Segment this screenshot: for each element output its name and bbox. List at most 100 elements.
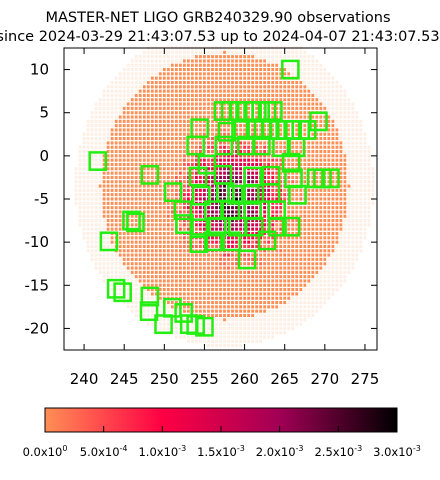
heatmap-cell [343,171,347,175]
heatmap-cell [331,106,335,110]
heatmap-cell [154,275,158,279]
heatmap-cell [154,296,158,300]
heatmap-cell [102,244,106,248]
heatmap-cell [271,227,275,231]
heatmap-cell [267,326,270,330]
heatmap-cell [351,244,355,248]
heatmap-cell [323,93,327,97]
heatmap-cell [327,266,331,270]
heatmap-cell [275,167,279,171]
heatmap-cell [311,132,315,136]
heatmap-cell [211,236,214,240]
heatmap-cell [287,309,291,313]
heatmap-cell [126,89,130,93]
heatmap-cell [263,162,266,166]
heatmap-cell [235,210,238,214]
heatmap-cell [162,158,166,162]
heatmap-cell [283,102,287,106]
heatmap-cell [239,275,242,279]
heatmap-cell [235,262,238,266]
heatmap-cell [263,158,266,162]
heatmap-cell [363,188,367,192]
heatmap-cell [339,115,343,119]
heatmap-cell [339,197,343,201]
heatmap-cell [275,214,279,218]
heatmap-cell [158,93,162,97]
heatmap-cell [179,240,182,244]
heatmap-cell [146,89,150,93]
heatmap-cell [291,270,295,274]
heatmap-cell [251,85,254,89]
heatmap-cell [359,124,363,128]
heatmap-cell [299,283,303,287]
heatmap-cell [275,93,279,97]
heatmap-cell [191,296,194,300]
heatmap-cell [223,292,226,296]
heatmap-cell [138,188,142,192]
heatmap-cell [203,68,206,72]
heatmap-cell [203,63,206,67]
heatmap-cell [110,193,114,197]
heatmap-cell [363,232,367,236]
heatmap-cell [243,72,246,76]
heatmap-cell [351,180,355,184]
heatmap-cell [114,219,118,223]
heatmap-cell [179,124,182,128]
heatmap-cell [146,283,150,287]
heatmap-cell [347,219,351,223]
heatmap-cell [303,85,307,89]
heatmap-cell [150,167,154,171]
heatmap-cell [299,257,303,261]
heatmap-cell [142,193,146,197]
heatmap-cell [142,184,146,188]
heatmap-cell [211,124,214,128]
heatmap-cell [134,275,138,279]
heatmap-cell [134,180,138,184]
heatmap-cell [275,210,279,214]
heatmap-cell [315,76,319,80]
heatmap-cell [259,227,262,231]
heatmap-cell [98,253,102,257]
heatmap-cell [299,188,303,192]
heatmap-cell [130,309,134,313]
heatmap-cell [251,210,254,214]
heatmap-cell [251,158,254,162]
heatmap-cell [150,257,154,261]
heatmap-cell [287,175,291,179]
heatmap-cell [122,124,126,128]
heatmap-cell [138,72,142,76]
heatmap-cell [315,59,319,63]
heatmap-cell [231,206,234,210]
heatmap-cell [130,197,134,201]
heatmap-cell [138,55,142,59]
heatmap-cell [203,124,206,128]
heatmap-cell [335,219,339,223]
heatmap-cell [195,72,198,76]
heatmap-cell [118,137,122,141]
heatmap-cell [283,111,287,115]
heatmap-cell [154,279,158,283]
heatmap-cell [359,214,363,218]
heatmap-cell [315,63,319,67]
heatmap-cell [327,275,331,279]
heatmap-cell [311,262,315,266]
heatmap-cell [122,184,126,188]
heatmap-cell [359,223,363,227]
heatmap-cell [134,270,138,274]
heatmap-cell [162,227,166,231]
heatmap-cell [122,171,126,175]
heatmap-cell [154,137,158,141]
heatmap-cell [154,128,158,132]
heatmap-cell [239,72,242,76]
heatmap-cell [166,72,170,76]
heatmap-cell [219,81,222,85]
heatmap-cell [259,339,262,343]
heatmap-cell [162,236,166,240]
heatmap-cell [130,296,134,300]
heatmap-cell [299,63,303,67]
heatmap-cell [158,210,162,214]
heatmap-cell [166,145,170,149]
heatmap-cell [239,68,242,72]
heatmap-cell [191,180,194,184]
heatmap-cell [146,249,150,253]
